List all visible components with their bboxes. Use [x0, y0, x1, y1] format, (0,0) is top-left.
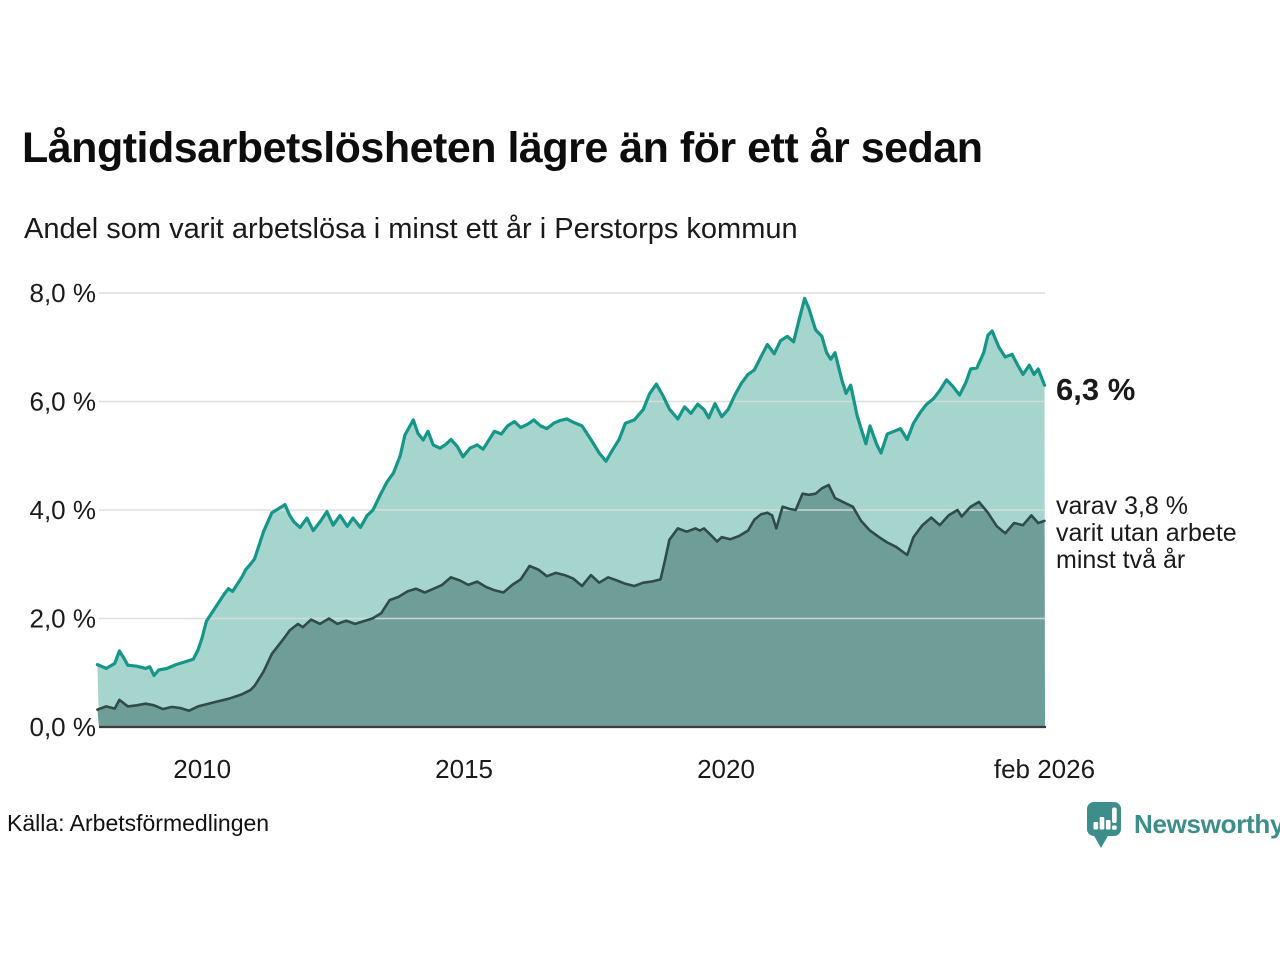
x-tick-label: 2020	[697, 754, 755, 784]
series1-end-label: 6,3 %	[1056, 372, 1135, 407]
x-tick-label: feb 2026	[994, 754, 1095, 784]
y-tick-label: 2,0 %	[30, 604, 97, 634]
y-tick-label: 6,0 %	[30, 387, 97, 417]
series2-end-label-line3: minst två år	[1056, 546, 1185, 574]
newsworthy-logo-icon	[1087, 802, 1121, 848]
newsworthy-logo: Newsworthy	[1087, 802, 1280, 849]
y-tick-label: 4,0 %	[30, 495, 97, 525]
chart-title: Långtidsarbetslösheten lägre än för ett …	[22, 124, 983, 172]
x-tick-label: 2015	[435, 754, 493, 784]
line-series-2	[96, 483, 1046, 712]
series2-end-label-line1: varav 3,8 %	[1056, 492, 1188, 520]
x-tick-label: 2010	[173, 754, 231, 784]
area-series-2	[97, 485, 1045, 727]
y-tick-label: 0,0 %	[30, 712, 97, 742]
newsworthy-wordmark: Newsworthy	[1134, 809, 1280, 839]
line-series-1	[95, 296, 1047, 678]
y-tick-label: 8,0 %	[30, 278, 97, 308]
chart-subtitle: Andel som varit arbetslösa i minst ett å…	[24, 213, 798, 245]
source-note: Källa: Arbetsförmedlingen	[7, 810, 270, 836]
series2-end-label-line2: varit utan arbete	[1056, 519, 1237, 547]
